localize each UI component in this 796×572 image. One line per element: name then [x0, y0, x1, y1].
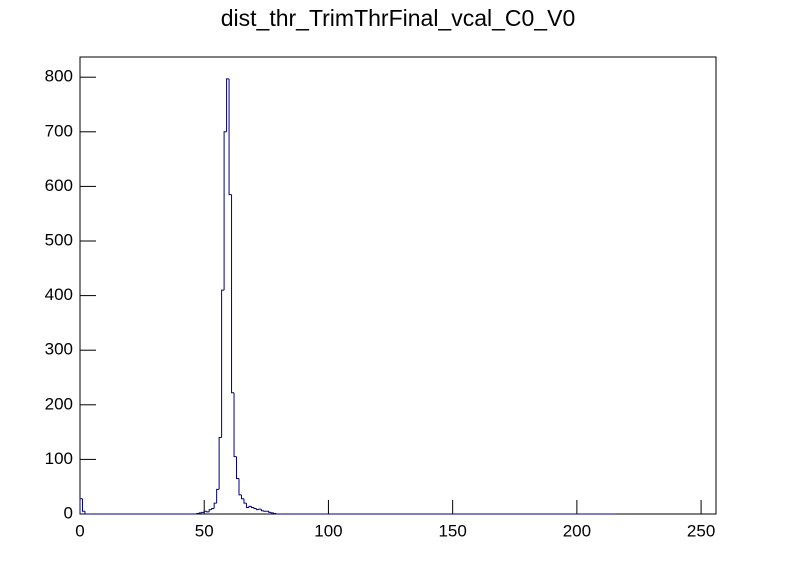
y-tick-label: 600 [45, 176, 73, 195]
histogram-bin [201, 511, 205, 513]
y-tick-label: 300 [45, 340, 73, 359]
x-tick-label: 50 [195, 521, 214, 540]
histogram-bin [84, 511, 88, 515]
histogram-bin [255, 508, 259, 511]
x-tick-label: 100 [314, 521, 342, 540]
histogram-bin [275, 513, 279, 515]
x-tick-label: 0 [75, 521, 84, 540]
y-tick-label: 100 [45, 449, 73, 468]
y-tick-label: 800 [45, 67, 73, 86]
histogram-bin [221, 289, 225, 438]
histogram-bin [198, 512, 202, 514]
histogram-bin [203, 510, 207, 513]
histogram-bin [208, 509, 212, 512]
histogram-bin [206, 511, 210, 513]
chart-title: dist_thr_TrimThrFinal_vcal_C0_V0 [221, 5, 576, 31]
x-tick-label: 250 [687, 521, 715, 540]
histogram-bin [213, 502, 217, 509]
y-tick-label: 500 [45, 230, 73, 249]
y-tick-label: 0 [64, 503, 73, 522]
histogram-bin [268, 511, 272, 513]
histogram-bin [263, 510, 267, 512]
histogram-bin [216, 488, 220, 504]
x-tick-label: 150 [438, 521, 466, 540]
y-tick-label: 400 [45, 285, 73, 304]
histogram-bin [226, 78, 230, 132]
histogram-bin [223, 131, 227, 291]
histogram-bin [233, 392, 237, 458]
histogram-bin [253, 507, 257, 510]
histogram-bin [260, 509, 264, 512]
histogram-bin [238, 478, 242, 496]
histogram-bin [231, 194, 235, 394]
y-tick-label: 700 [45, 121, 73, 140]
histogram-bin [211, 508, 215, 510]
histogram-bin [240, 494, 244, 500]
histogram-bin [273, 512, 277, 514]
histogram-bin [81, 498, 85, 512]
histogram-bin [218, 437, 222, 490]
histogram-bin [196, 512, 200, 514]
histogram-bin [248, 505, 252, 508]
histogram-bin [79, 498, 83, 514]
histogram-bin [258, 508, 262, 510]
histogram-bin [228, 78, 232, 196]
x-tick-label: 200 [563, 521, 591, 540]
y-tick-label: 200 [45, 394, 73, 413]
histogram-bin [243, 498, 247, 504]
histogram-bin [270, 512, 274, 514]
histogram-bin [250, 506, 254, 508]
histogram-bin [245, 503, 249, 508]
histogram-bin [236, 456, 239, 480]
